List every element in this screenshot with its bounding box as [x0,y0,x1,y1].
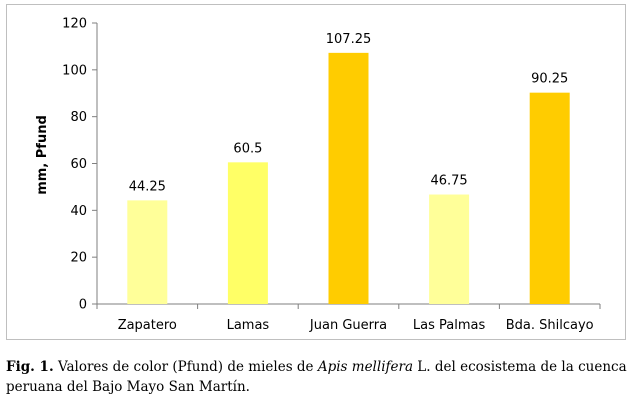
x-tick-label: Lamas [227,318,270,333]
x-tick-label: Zapatero [118,318,177,333]
y-tick-label: 20 [70,251,87,266]
x-tick-label: Bda. Shilcayo [506,318,594,333]
bar [429,194,470,304]
y-tick-label: 80 [70,110,87,125]
caption-text-before: Valores de color (Pfund) de mieles de [53,359,318,375]
y-tick-label: 40 [70,204,87,219]
caption-text-after: L. del ecosistema de la cuenca peruana d… [6,359,627,395]
bar-chart: mm, Pfund 0 20 40 60 80 100 120 44.25 Zapatero 60… [35,17,601,333]
x-tick-label: Juan Guerra [309,318,387,333]
data-label: 60.5 [233,141,262,156]
chart-frame [6,4,626,340]
caption-species: Apis mellifera [317,359,414,375]
caption-fig-label: Fig. 1. [6,359,54,375]
data-label: 46.75 [430,174,467,189]
y-axis-label: mm, Pfund [35,115,50,195]
figure-caption: Fig. 1. Valores de color (Pfund) de miel… [6,357,631,397]
bar [529,92,570,304]
data-label: 44.25 [129,179,166,194]
x-tick-label: Las Palmas [413,318,486,333]
y-tick-label: 0 [79,298,87,313]
bar [227,162,268,304]
data-label: 107.25 [326,32,372,47]
y-tick-label: 120 [62,17,87,32]
y-tick-label: 60 [70,157,87,172]
bar [127,200,168,304]
data-label: 90.25 [531,72,568,87]
y-tick-label: 100 [62,63,87,78]
bar [328,52,369,305]
